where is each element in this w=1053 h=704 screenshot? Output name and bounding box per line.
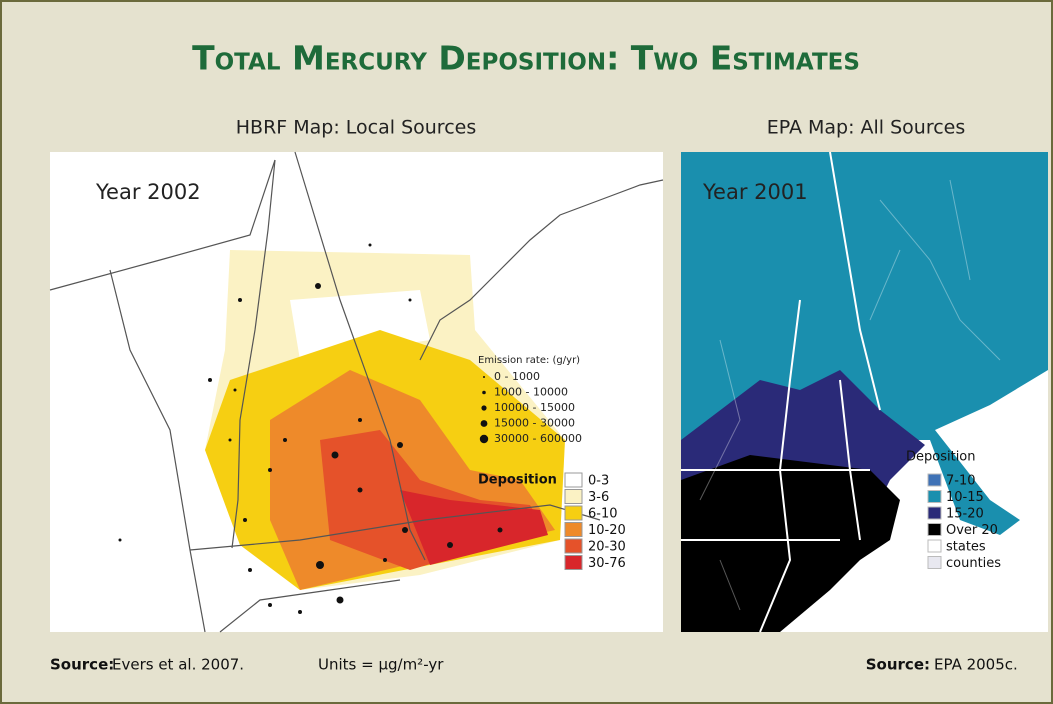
deposition-legend-title: Deposition	[478, 473, 557, 488]
emission-label: 10000 - 15000	[494, 401, 575, 414]
emission-symbol	[483, 376, 485, 378]
legend-swatch	[565, 523, 582, 537]
legend-label: 3-6	[588, 490, 609, 505]
source: Evers et al. 2007.	[112, 656, 244, 674]
emission-symbol	[480, 435, 488, 443]
right-legend-title: Deposition	[906, 450, 976, 465]
title: Total Mercury Deposition: Two Estimates	[192, 39, 860, 78]
legend-swatch	[565, 539, 582, 553]
legend-label: 30-76	[588, 556, 626, 571]
legend-label: 20-30	[588, 540, 626, 555]
emission-legend-title: Emission rate: (g/yr)	[478, 355, 580, 366]
emission-label: 15000 - 30000	[494, 417, 575, 430]
units: Units = µg/m²-yr	[318, 656, 444, 674]
legend-label: 6-10	[588, 507, 618, 522]
legend-swatch	[928, 557, 941, 569]
source-label: Source:	[50, 656, 114, 674]
legend-label: 10-20	[588, 523, 626, 538]
emission-label: 1000 - 10000	[494, 386, 568, 399]
emission-symbol	[481, 405, 486, 410]
right-subtitle: EPA Map: All Sources	[767, 117, 966, 139]
legend-label: 7-10	[946, 474, 976, 489]
legend-label: Over 20	[946, 523, 998, 538]
legend-label: 10-15	[946, 490, 984, 505]
right-year: Year 2001	[702, 180, 808, 204]
figure: Total Mercury Deposition: Two Estimates …	[0, 0, 1053, 704]
emission-symbol	[482, 391, 486, 395]
left-subtitle: HBRF Map: Local Sources	[236, 117, 476, 139]
legend-swatch	[565, 473, 582, 487]
legend-label: counties	[946, 556, 1001, 571]
legend-swatch	[928, 540, 941, 552]
source: EPA 2005c.	[934, 656, 1018, 674]
emission-label: 30000 - 600000	[494, 432, 582, 445]
legend-swatch	[928, 524, 941, 536]
legend-swatch	[565, 506, 582, 520]
emission-symbol	[481, 420, 488, 427]
emission-label: 0 - 1000	[494, 370, 540, 383]
legend-swatch	[565, 490, 582, 504]
legend-swatch	[928, 474, 941, 486]
legend-swatch	[928, 491, 941, 503]
legend-label: 15-20	[946, 507, 984, 522]
legend-label: states	[946, 540, 986, 555]
legend-swatch	[928, 507, 941, 519]
legend-swatch	[565, 556, 582, 570]
legend-label: 0-3	[588, 474, 609, 489]
source-label: Source:	[866, 656, 930, 674]
page: Total Mercury Deposition: Two Estimates …	[0, 0, 1053, 704]
left-year: Year 2002	[95, 180, 201, 204]
